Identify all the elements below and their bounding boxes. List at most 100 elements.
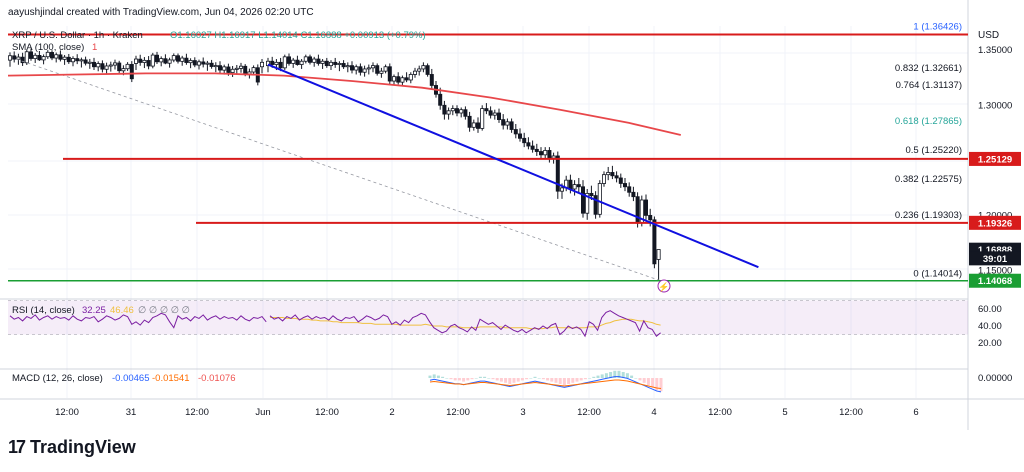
candle-body [316, 58, 321, 64]
candle-body [270, 60, 275, 65]
fib-label: 0 (1.14014) [913, 268, 962, 279]
rsi-tick: 40.00 [978, 321, 1002, 332]
candle-body [648, 215, 653, 221]
time-tick: 31 [126, 407, 137, 418]
sma-value: 1 [92, 42, 97, 53]
macd-hist-bar [483, 376, 487, 378]
candle-body [163, 58, 168, 64]
candle-body [623, 183, 628, 188]
candle-body [627, 186, 632, 193]
candle-body [576, 184, 581, 188]
candle-body [484, 108, 489, 112]
macd-hist-bar [617, 370, 621, 378]
lightning-icon: ⚡ [658, 281, 669, 293]
overlays: ⚡ [7, 33, 968, 293]
candle-body [175, 55, 180, 62]
candle-body [383, 66, 388, 72]
macd-hist-bar [474, 378, 478, 379]
candle-body [286, 56, 291, 64]
candle-body [429, 74, 434, 86]
candle-body [370, 65, 375, 69]
fib-label: 0.832 (1.32661) [895, 63, 962, 74]
candle-body [45, 51, 50, 58]
macd-hist-bar [453, 378, 457, 381]
candle-body [471, 122, 476, 128]
candle-body [333, 61, 338, 65]
candle-body [205, 62, 210, 65]
time-tick: 6 [913, 407, 918, 418]
candle-body [291, 59, 296, 64]
candle-body [387, 66, 392, 82]
candle-body [196, 61, 201, 66]
candle-body [96, 63, 101, 68]
candle-body [146, 60, 151, 67]
price-tag-label: 1.25129 [978, 154, 1012, 165]
candle-body [610, 172, 615, 177]
macd-label: MACD (12, 26, close) [12, 373, 103, 384]
macd-hist-bar [583, 378, 587, 380]
candle-body [62, 56, 67, 60]
candle-body [652, 219, 657, 265]
candle-body [142, 59, 147, 63]
candle-body [92, 61, 97, 68]
macd-hist-bar [554, 378, 558, 383]
candle-body [100, 63, 105, 70]
macd-signal-line [429, 379, 662, 389]
macd-hist-bar [613, 370, 617, 378]
candle-body [501, 119, 506, 126]
candle-body [226, 66, 231, 73]
macd-hist-bar [634, 378, 638, 379]
tradingview-brand[interactable]: 17 TradingView [8, 437, 136, 458]
macd-hist-bar [495, 378, 499, 381]
candle-body [230, 68, 235, 73]
candle-body [180, 57, 185, 62]
event-marker-icon[interactable] [657, 279, 671, 293]
rsi-pane: 60.00 40.00 20.00 [8, 300, 1002, 349]
price-tag-label: 1.19326 [978, 218, 1012, 229]
candle-body [299, 60, 304, 65]
candle-body [217, 65, 222, 71]
candle-body [66, 56, 71, 63]
macd-hist-bar [588, 378, 592, 379]
fib-label: 1 (1.36426) [913, 22, 962, 33]
macd-hist-bar [646, 378, 650, 386]
macd-hist-bar [525, 378, 529, 380]
fib-label: 0.5 (1.25220) [905, 145, 962, 156]
macd-hist-bar [516, 378, 520, 382]
candle-body [513, 129, 518, 135]
time-tick: 12:00 [185, 407, 209, 418]
candle-body [635, 196, 640, 224]
candle-body [551, 155, 556, 159]
candle-body [16, 56, 21, 60]
candle-body [509, 121, 514, 130]
time-tick: 12:00 [446, 407, 470, 418]
candle-body [534, 148, 539, 152]
candle-body [167, 59, 172, 64]
candle-body [597, 183, 602, 215]
candle-body [28, 51, 33, 59]
rsi-tick: 20.00 [978, 338, 1002, 349]
candle-body [303, 56, 308, 62]
tradingview-logo-icon: 17 [8, 437, 26, 457]
price-axis: USD1.350001.300001.250001.200001.150001.… [969, 30, 1021, 288]
candle-body [337, 63, 342, 65]
time-tick: 4 [651, 407, 656, 418]
macd-hist-bar [478, 376, 482, 378]
brand-name: TradingView [30, 437, 136, 457]
macd-value: -0.00465 [112, 373, 150, 384]
candle-body [349, 65, 354, 71]
macd-hist-bar [537, 378, 541, 379]
candle-body [400, 77, 405, 83]
candle-body [87, 61, 92, 64]
bearish-trend-line [267, 63, 759, 269]
candle-body [442, 104, 447, 115]
candle-body [159, 58, 164, 63]
candle-body [492, 112, 497, 116]
candle-body [526, 142, 531, 147]
time-tick: 5 [782, 407, 787, 418]
candle-body [379, 70, 384, 74]
candle-body [282, 56, 287, 69]
candle-body [188, 60, 193, 64]
candle-body [644, 199, 649, 216]
